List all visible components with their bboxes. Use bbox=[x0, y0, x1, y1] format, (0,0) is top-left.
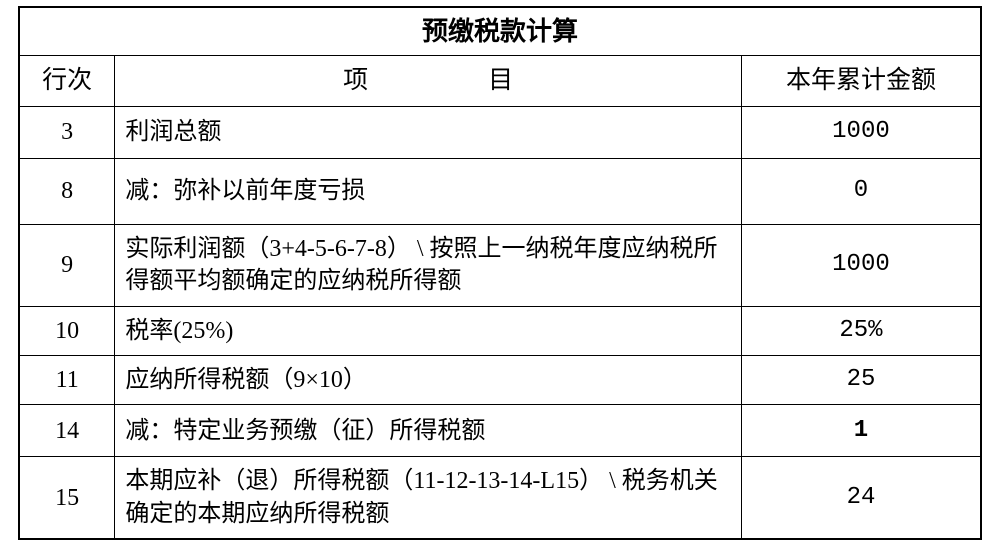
table-title: 预缴税款计算 bbox=[19, 7, 981, 56]
cell-item: 实际利润额（3+4-5-6-7-8） \ 按照上一纳税年度应纳税所得额平均额确定… bbox=[115, 224, 742, 306]
cell-amount: 0 bbox=[741, 158, 981, 224]
table-row: 3 利润总额 1000 bbox=[19, 106, 981, 158]
table-row: 14 减：特定业务预缴（征）所得税额 1 bbox=[19, 405, 981, 457]
table-header-row: 行次 项目 本年累计金额 bbox=[19, 56, 981, 107]
cell-amount: 25 bbox=[741, 356, 981, 405]
header-amount: 本年累计金额 bbox=[741, 56, 981, 107]
cell-row-no: 8 bbox=[19, 158, 115, 224]
table-row: 10 税率(25%) 25% bbox=[19, 306, 981, 355]
tax-prepayment-table: 预缴税款计算 行次 项目 本年累计金额 3 利润总额 1000 8 减：弥补以前… bbox=[18, 6, 982, 540]
cell-amount: 1000 bbox=[741, 106, 981, 158]
cell-item: 减：弥补以前年度亏损 bbox=[115, 158, 742, 224]
cell-row-no: 11 bbox=[19, 356, 115, 405]
header-row-no: 行次 bbox=[19, 56, 115, 107]
cell-amount-highlight: 1 bbox=[741, 405, 981, 457]
cell-amount: 1000 bbox=[741, 224, 981, 306]
cell-item: 本期应补（退）所得税额（11-12-13-14-L15） \ 税务机关确定的本期… bbox=[115, 457, 742, 539]
cell-amount: 24 bbox=[741, 457, 981, 539]
cell-row-no: 10 bbox=[19, 306, 115, 355]
cell-row-no: 14 bbox=[19, 405, 115, 457]
cell-amount: 25% bbox=[741, 306, 981, 355]
cell-item: 减：特定业务预缴（征）所得税额 bbox=[115, 405, 742, 457]
table-row: 15 本期应补（退）所得税额（11-12-13-14-L15） \ 税务机关确定… bbox=[19, 457, 981, 539]
table-title-row: 预缴税款计算 bbox=[19, 7, 981, 56]
header-item-b: 目 bbox=[488, 67, 513, 94]
table-row: 8 减：弥补以前年度亏损 0 bbox=[19, 158, 981, 224]
header-item-a: 项 bbox=[343, 67, 368, 94]
cell-item: 利润总额 bbox=[115, 106, 742, 158]
table-row: 11 应纳所得税额（9×10） 25 bbox=[19, 356, 981, 405]
cell-row-no: 3 bbox=[19, 106, 115, 158]
cell-item: 应纳所得税额（9×10） bbox=[115, 356, 742, 405]
header-item: 项目 bbox=[115, 56, 742, 107]
cell-item: 税率(25%) bbox=[115, 306, 742, 355]
table-row: 9 实际利润额（3+4-5-6-7-8） \ 按照上一纳税年度应纳税所得额平均额… bbox=[19, 224, 981, 306]
cell-row-no: 9 bbox=[19, 224, 115, 306]
cell-row-no: 15 bbox=[19, 457, 115, 539]
